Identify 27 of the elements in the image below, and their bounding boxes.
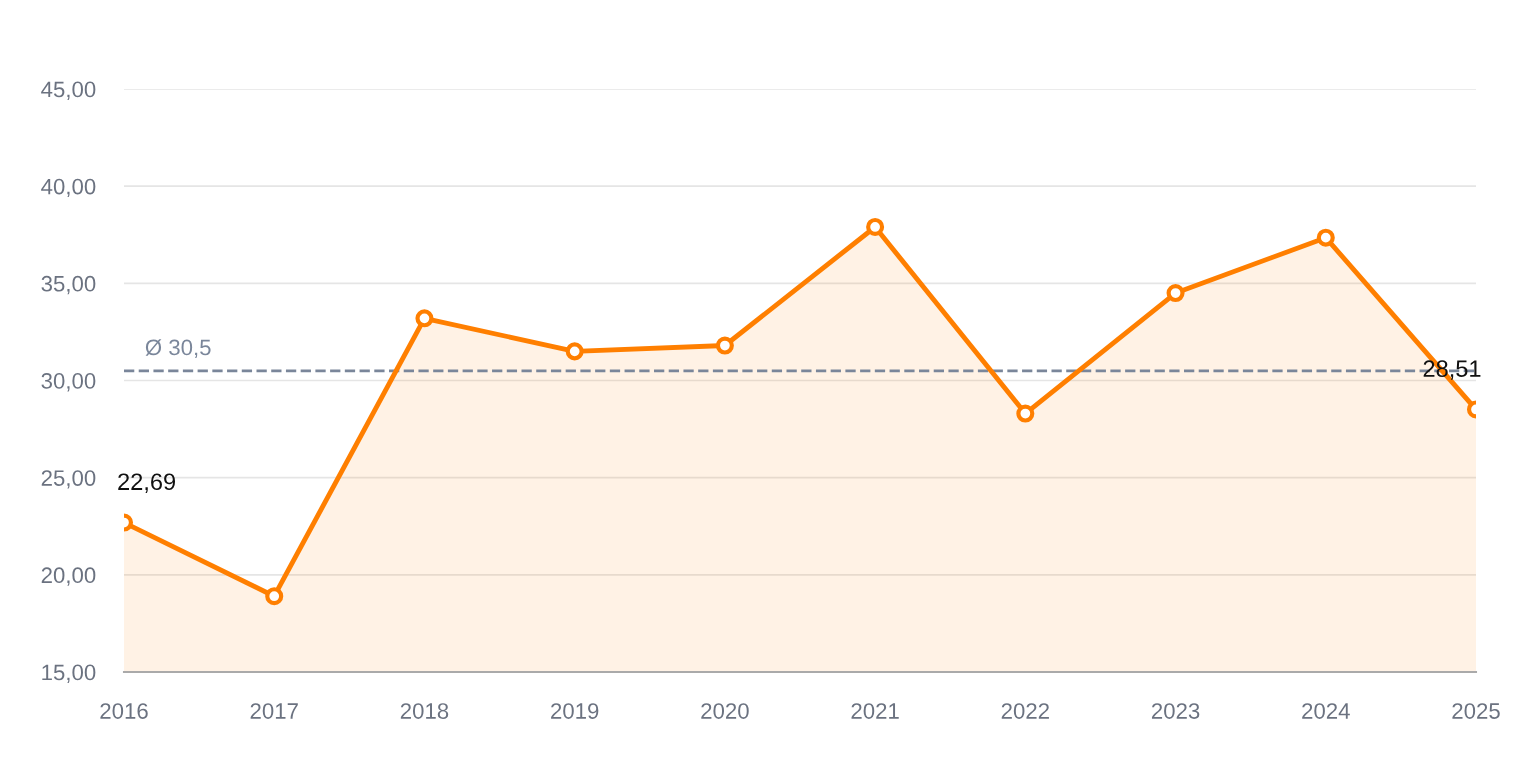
x-tick-label: 2016: [100, 703, 148, 719]
x-tick-label: 2024: [1302, 703, 1350, 719]
point: [565, 342, 584, 361]
point: [1016, 404, 1035, 423]
y-tick-label: 35,00: [41, 275, 96, 295]
point: [715, 336, 734, 355]
x-tick-label: 2019: [551, 703, 599, 719]
y-tick-label: 25,00: [41, 470, 96, 489]
point: [265, 587, 284, 606]
x-tick-label: 2021: [851, 703, 899, 719]
x-tick-label: 2025: [1452, 703, 1500, 719]
y-tick-label: 20,00: [41, 567, 96, 586]
x-tick-label: 2022: [1001, 703, 1049, 719]
data-label: 22,69: [118, 473, 176, 493]
x-tick-label: 2020: [701, 703, 749, 719]
point: [415, 309, 434, 328]
x-tick-label: 2017: [250, 703, 298, 719]
y-tick-label: 30,00: [41, 373, 96, 392]
point: [1316, 228, 1335, 247]
point: [866, 217, 885, 237]
x-tick-label: 2018: [400, 703, 449, 719]
x-tick-label: 2023: [1151, 703, 1200, 719]
y-tick-label: 40,00: [41, 178, 96, 198]
y-tick-label: 45,00: [41, 81, 96, 100]
ref-line-label: Ø 30,5: [145, 339, 211, 358]
y-tick-label: 15,00: [42, 664, 96, 683]
point: [1166, 284, 1185, 303]
